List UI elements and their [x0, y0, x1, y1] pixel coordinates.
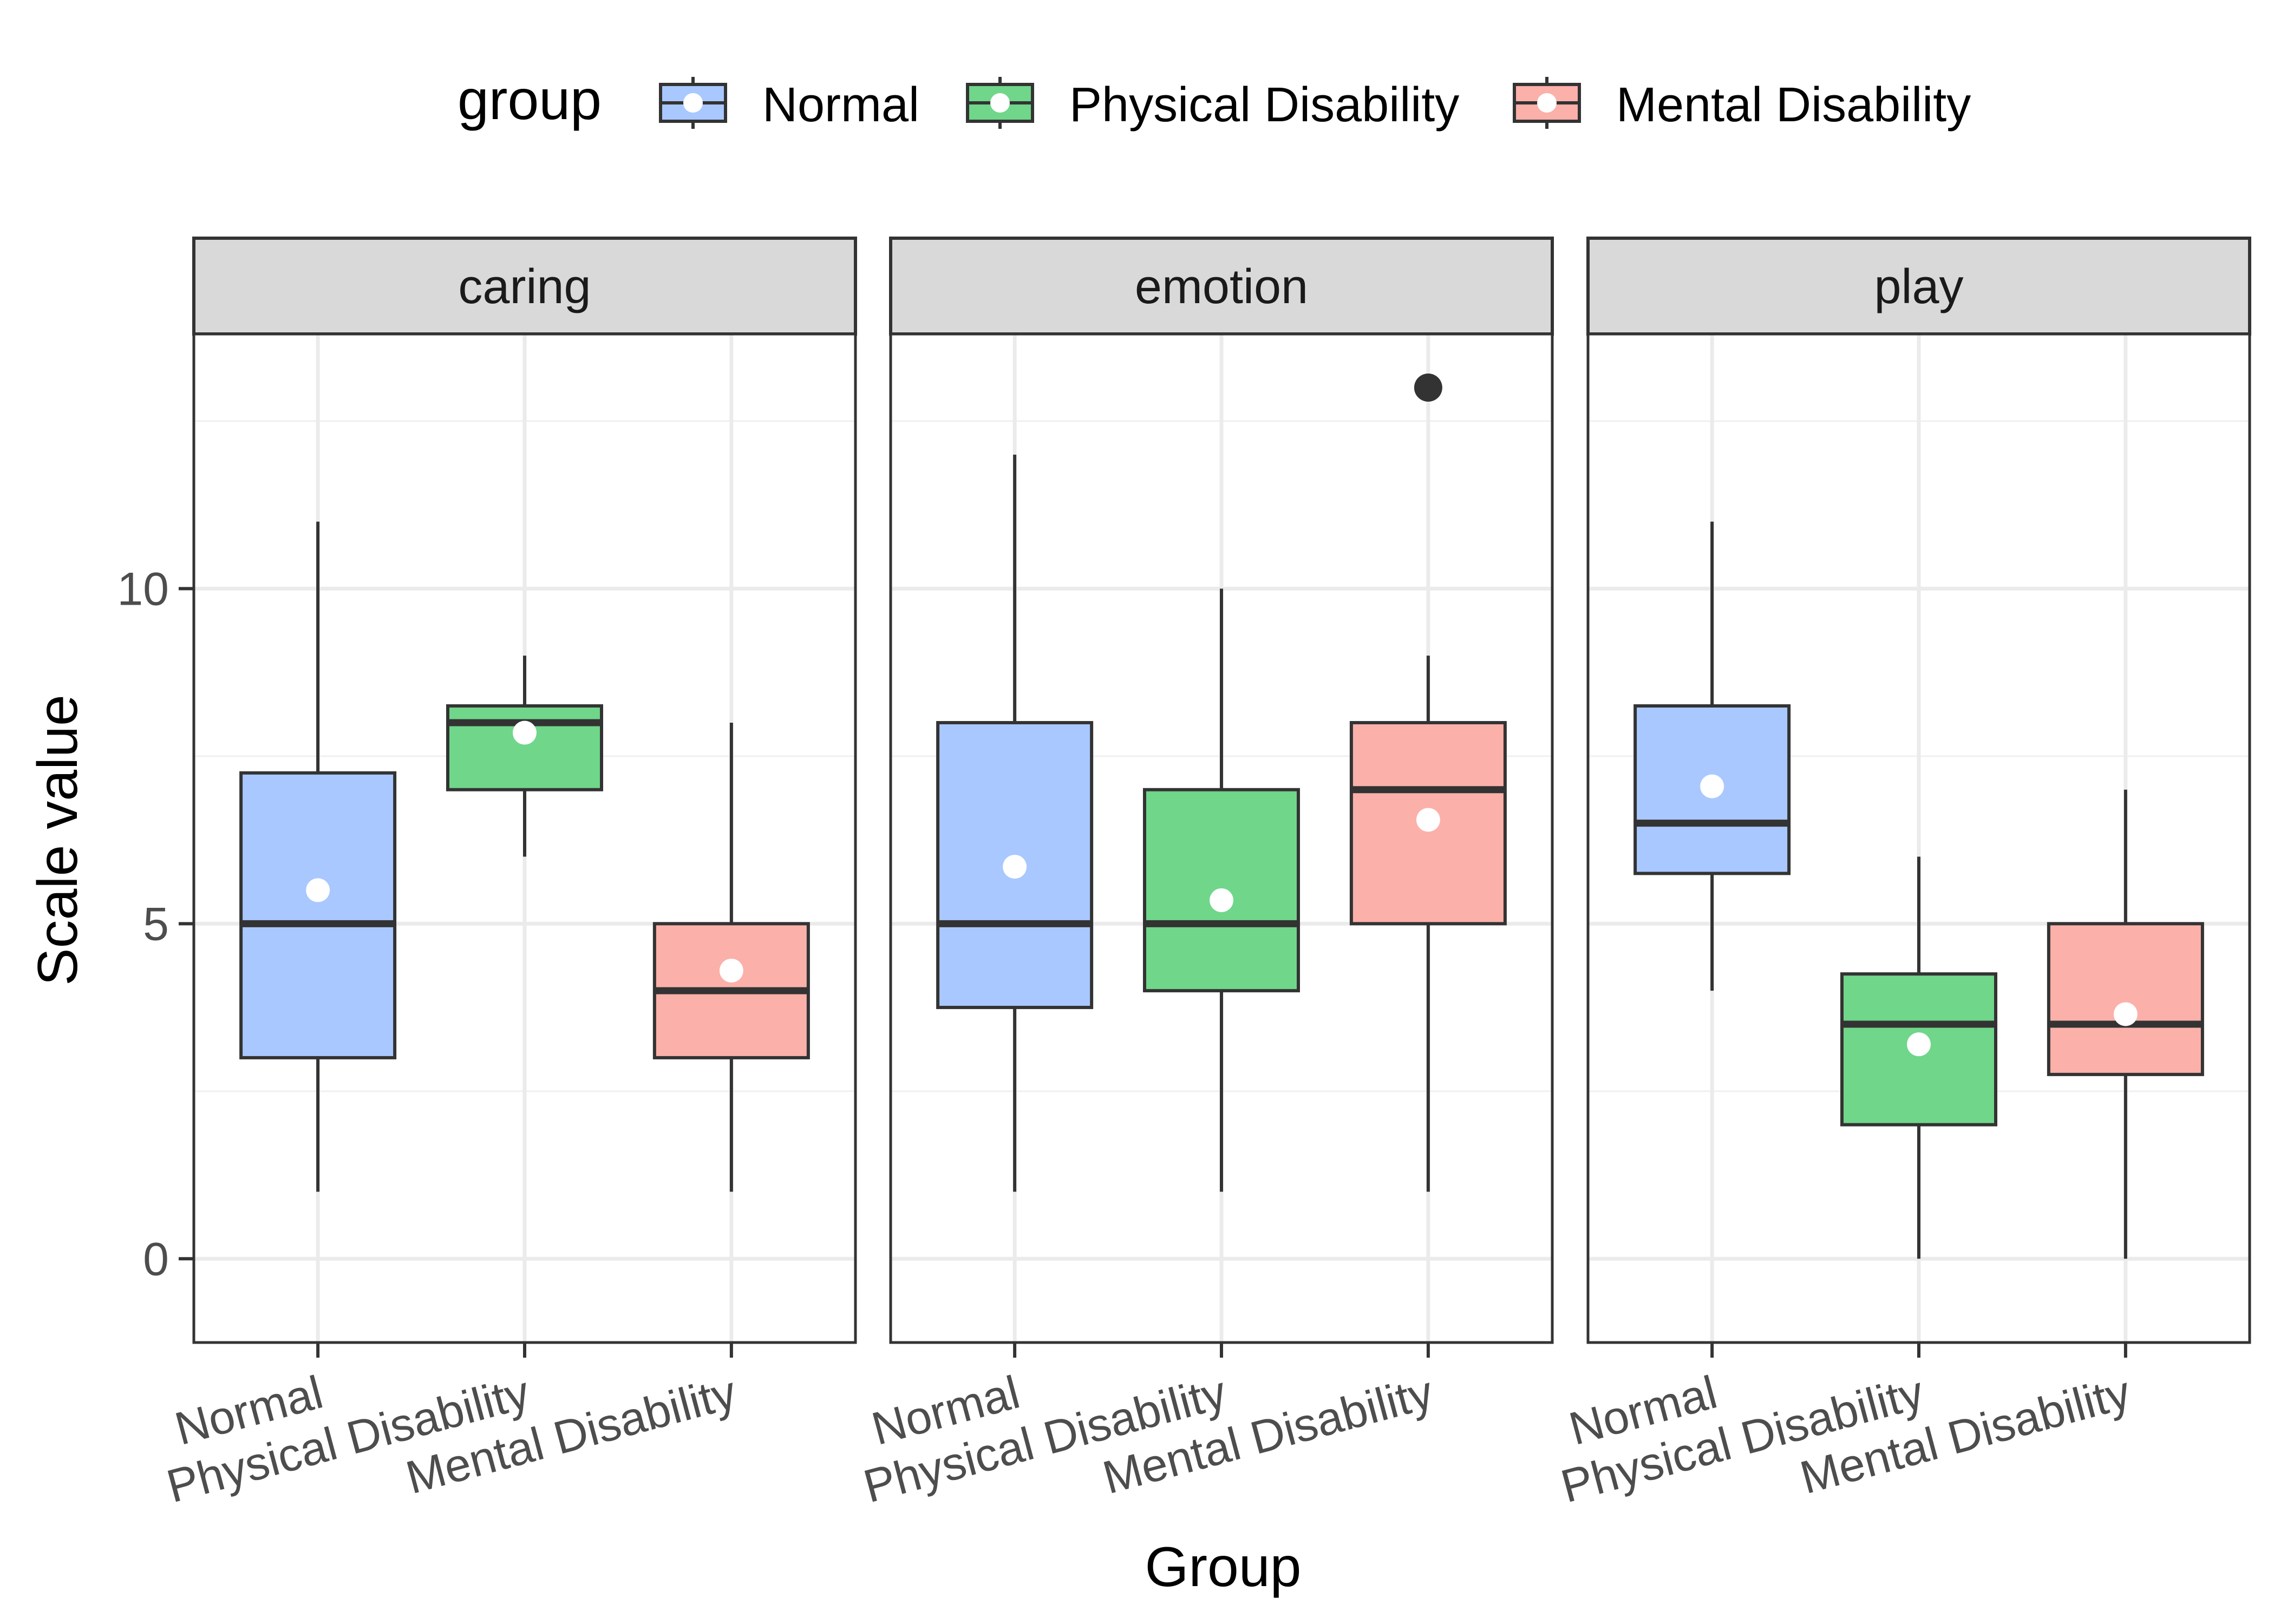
x-axis-title: Group — [1145, 1536, 1301, 1599]
legend-key-mean — [990, 93, 1010, 113]
outlier-point — [1414, 374, 1442, 402]
y-axis: 0 5 10 — [117, 563, 194, 1285]
box-physical-disability — [1840, 856, 1997, 1259]
box-mental-disability — [2047, 789, 2204, 1259]
legend-item-physical-disability: Physical Disability — [966, 77, 1459, 132]
facet-strip-label: caring — [458, 260, 591, 314]
legend-item-mental-disability: Mental Disability — [1513, 77, 1971, 132]
mean-point — [513, 721, 537, 745]
mean-point — [1003, 855, 1027, 879]
legend-item-normal: Normal — [659, 77, 919, 132]
box-mental-disability — [652, 722, 810, 1192]
box-physical-disability — [446, 656, 603, 857]
box-normal — [1633, 521, 1791, 991]
facet-strip-label: emotion — [1135, 260, 1308, 314]
box-normal — [936, 454, 1094, 1192]
mean-point — [1700, 774, 1724, 798]
y-tick-label: 10 — [117, 563, 169, 615]
mean-point — [2113, 1002, 2138, 1026]
legend-label: Mental Disability — [1616, 78, 1971, 132]
legend-items: Normal Physical Disability Mental Disabili… — [659, 77, 1971, 132]
facet-strip-label: play — [1874, 260, 1963, 314]
y-axis-title: Scale value — [27, 695, 89, 986]
legend: group Normal Physical Disability Mental Di… — [458, 69, 1971, 132]
legend-key-mean — [1537, 93, 1557, 113]
box-body — [446, 704, 603, 791]
legend-title: group — [458, 69, 602, 132]
mean-point — [306, 878, 330, 902]
box-physical-disability — [1143, 588, 1300, 1192]
legend-key-mean — [683, 93, 703, 113]
box-body — [239, 771, 397, 1059]
mean-point — [1416, 808, 1440, 832]
mean-point — [1210, 888, 1233, 913]
y-tick-label: 0 — [143, 1233, 169, 1285]
box-body — [2047, 922, 2204, 1076]
box-mental-disability — [1349, 374, 1507, 1192]
box-body — [1840, 972, 1997, 1127]
facet-strip — [889, 237, 1554, 336]
mean-point — [719, 958, 743, 983]
facet-strip — [192, 237, 857, 336]
legend-label: Physical Disability — [1069, 78, 1459, 132]
legend-label: Normal — [762, 78, 919, 132]
y-tick-label: 5 — [143, 898, 169, 950]
box-normal — [239, 521, 397, 1192]
mean-point — [1907, 1032, 1931, 1057]
